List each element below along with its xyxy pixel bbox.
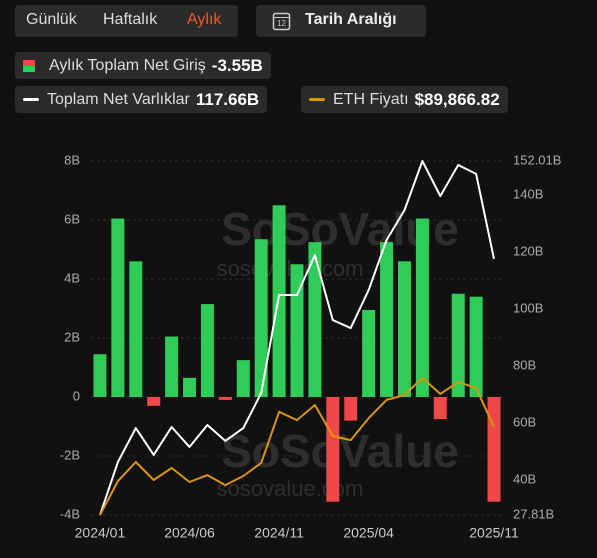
bar: [129, 261, 143, 397]
y-tick-label: -4B: [60, 506, 80, 521]
y-tick-label: 6B: [64, 211, 80, 226]
y2-tick-label: 60B: [513, 415, 536, 430]
bar: [93, 354, 107, 397]
date-range-button[interactable]: [256, 5, 426, 37]
bar: [451, 293, 465, 397]
legend-label: Aylık Toplam Net Giriş: [49, 56, 206, 74]
legend-label: ETH Fiyatı: [333, 90, 409, 108]
legend-item[interactable]: Aylık Toplam Net Giriş -3.55B: [15, 52, 271, 79]
bar: [326, 397, 340, 502]
y-tick-label: 8B: [64, 152, 80, 167]
y2-tick-label: 40B: [513, 472, 536, 487]
legend-label: Toplam Net Varlıklar: [47, 90, 190, 108]
bar: [165, 336, 179, 397]
tab[interactable]: Haftalık: [103, 11, 158, 28]
legend-swatch: [309, 98, 325, 101]
legend-value: -3.55B: [211, 55, 263, 75]
bar: [344, 397, 358, 421]
bar: [308, 242, 322, 397]
bar: [290, 264, 304, 397]
x-tick-label: 2024/11: [254, 525, 304, 541]
y2-tick-label: 140B: [513, 187, 543, 202]
tab[interactable]: Günlük: [26, 11, 77, 28]
bar: [272, 205, 286, 397]
x-tick-label: 2024/06: [164, 525, 215, 541]
y2-tick-label: 80B: [513, 358, 536, 373]
legend-swatch: [23, 59, 35, 72]
bar: [362, 309, 376, 397]
x-tick-label: 2025/11: [469, 525, 519, 541]
bar: [380, 242, 394, 397]
x-tick-label: 2024/01: [75, 525, 126, 541]
bar: [183, 377, 197, 397]
bar: [469, 296, 483, 397]
bar: [415, 218, 429, 397]
bar: [433, 397, 447, 420]
legend-item[interactable]: Toplam Net Varlıklar 117.66B: [15, 86, 268, 113]
y-tick-label: 0: [73, 388, 80, 403]
date-range-label[interactable]: Tarih Aralığı: [305, 11, 397, 28]
legend-item[interactable]: ETH Fiyatı $89,866.82: [301, 86, 508, 113]
icon-text: 12: [277, 19, 286, 28]
swatch-pos: [23, 65, 35, 72]
bar: [218, 397, 232, 400]
icon-frame: [272, 12, 291, 31]
legend-swatch: [23, 98, 39, 101]
watermark: sosovalue.com: [217, 476, 364, 501]
calendar-icon: 12: [272, 12, 291, 31]
tab-active[interactable]: Aylık: [187, 11, 222, 28]
tab-group: [15, 5, 238, 37]
watermark: SoSoValue: [221, 425, 459, 477]
watermark: sosovalue.com: [217, 256, 364, 281]
y2-tick-label: 100B: [513, 301, 543, 316]
legend-value: $89,866.82: [414, 89, 500, 109]
line: [99, 376, 495, 516]
line: [99, 160, 495, 516]
bar: [487, 397, 501, 502]
bar: [397, 261, 411, 397]
y2-tick-label: 152.01B: [513, 152, 561, 167]
y-tick-label: 2B: [64, 329, 80, 344]
bar: [236, 360, 250, 397]
x-tick-label: 2025/04: [343, 525, 394, 541]
swatch-neg: [23, 59, 35, 66]
y-tick-label: 4B: [64, 270, 80, 285]
bar: [254, 239, 268, 397]
y-tick-label: -2B: [60, 447, 80, 462]
legend-value: 117.66B: [195, 89, 260, 109]
bar: [200, 304, 214, 397]
bar: [111, 218, 125, 397]
y2-tick-label: 120B: [513, 244, 543, 259]
bar: [147, 397, 161, 406]
y2-tick-label: 27.81B: [513, 506, 554, 521]
